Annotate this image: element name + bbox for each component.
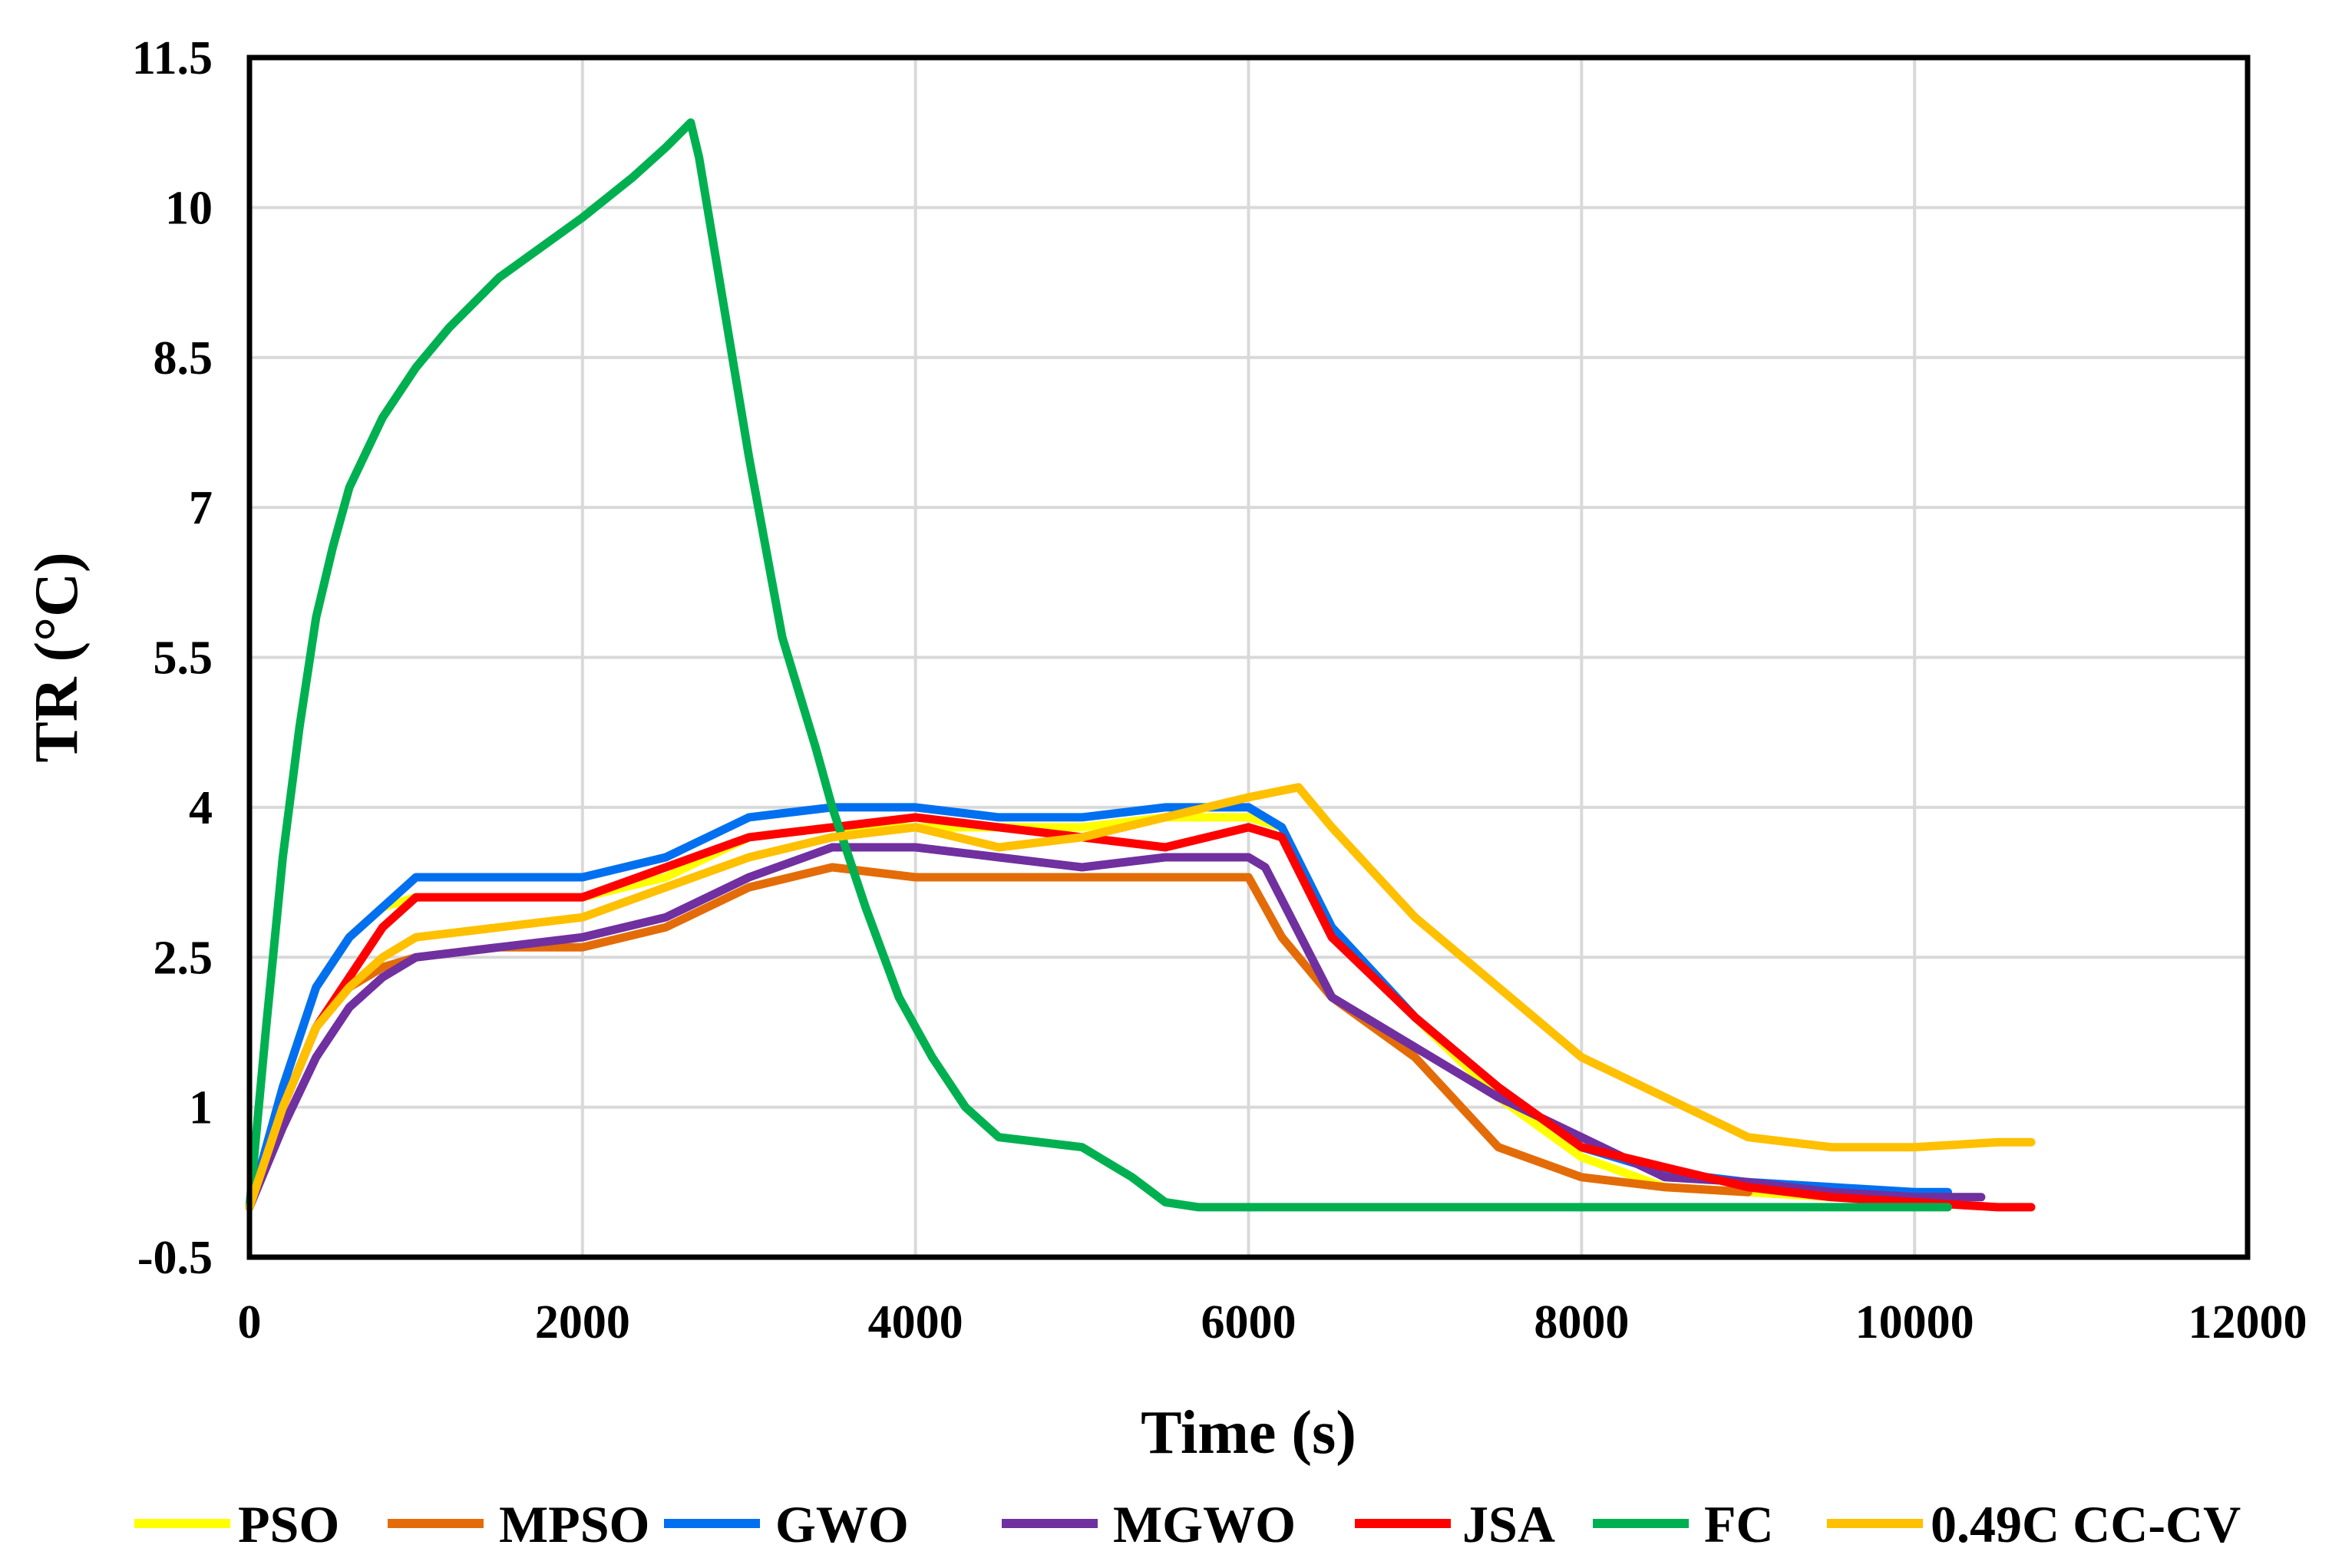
x-tick-label: 8000 — [1534, 1296, 1629, 1348]
legend-label-fc: FC — [1704, 1495, 1774, 1553]
y-tick-label: 1 — [189, 1082, 213, 1134]
legend-label-mgwo: MGWO — [1113, 1495, 1296, 1553]
x-tick-label: 10000 — [1855, 1296, 1974, 1348]
x-tick-labels: 0 2000 4000 6000 8000 10000 12000 — [238, 1296, 2307, 1348]
x-tick-label: 4000 — [868, 1296, 963, 1348]
x-axis-title: Time (s) — [1141, 1399, 1356, 1467]
legend-label-mpso: MPSO — [499, 1495, 649, 1553]
y-tick-label: 2.5 — [154, 932, 213, 984]
x-tick-label: 0 — [238, 1296, 262, 1348]
y-tick-label: -0.5 — [137, 1232, 213, 1284]
series-line-mgwo — [245, 843, 1986, 1212]
series-line-0-49c-cc-cv — [245, 783, 2036, 1212]
x-tick-label: 6000 — [1201, 1296, 1297, 1348]
x-tick-label: 12000 — [2188, 1296, 2307, 1348]
series-line-fc — [245, 118, 1952, 1212]
x-tick-label: 2000 — [535, 1296, 630, 1348]
y-tick-label: 4 — [189, 782, 213, 834]
y-tick-label: 5.5 — [154, 632, 213, 685]
y-tick-label: 7 — [189, 482, 213, 534]
plot-frame — [246, 54, 2251, 1260]
legend-label-pso: PSO — [238, 1495, 339, 1553]
y-tick-label: 10 — [165, 182, 213, 234]
series-lines — [245, 118, 2036, 1212]
series-line-mpso — [245, 863, 1752, 1212]
legend-label-0-49c-cc-cv: 0.49C CC-CV — [1931, 1495, 2241, 1553]
y-axis-title: TR (°C) — [23, 552, 91, 762]
y-tick-label: 8.5 — [154, 332, 213, 385]
legend-label-jsa: JSA — [1462, 1495, 1555, 1553]
y-tick-labels: -0.5 1 2.5 4 5.5 7 8.5 10 11.5 — [132, 32, 213, 1284]
legend: PSO MPSO GWO MGWO JSA FC 0.49C CC-CV — [134, 1495, 2241, 1553]
legend-label-gwo: GWO — [775, 1495, 909, 1553]
y-tick-label: 11.5 — [132, 32, 213, 84]
